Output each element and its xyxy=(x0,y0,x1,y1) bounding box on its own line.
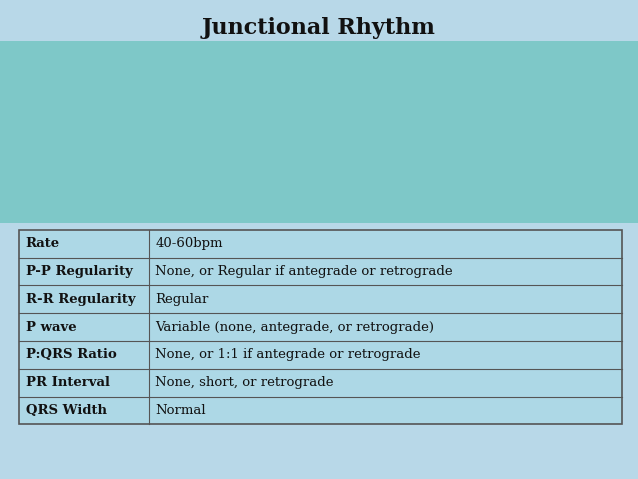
Text: None, or Regular if antegrade or retrograde: None, or Regular if antegrade or retrogr… xyxy=(155,265,453,278)
Text: R-R Regularity: R-R Regularity xyxy=(26,293,135,306)
Text: 40-60bpm: 40-60bpm xyxy=(155,237,223,251)
Text: PR Interval: PR Interval xyxy=(26,376,110,389)
Text: P:QRS Ratio: P:QRS Ratio xyxy=(26,348,116,362)
Text: Variable (none, antegrade, or retrograde): Variable (none, antegrade, or retrograde… xyxy=(155,320,434,334)
Text: Junctional Rhythm: Junctional Rhythm xyxy=(202,17,436,39)
Text: P-P Regularity: P-P Regularity xyxy=(26,265,133,278)
Text: None, or 1:1 if antegrade or retrograde: None, or 1:1 if antegrade or retrograde xyxy=(155,348,420,362)
Text: Regular: Regular xyxy=(155,293,209,306)
Text: P wave: P wave xyxy=(26,320,76,334)
Text: QRS Width: QRS Width xyxy=(26,404,107,417)
Text: None, short, or retrograde: None, short, or retrograde xyxy=(155,376,334,389)
Text: Normal: Normal xyxy=(155,404,206,417)
Text: Rate: Rate xyxy=(26,237,59,251)
